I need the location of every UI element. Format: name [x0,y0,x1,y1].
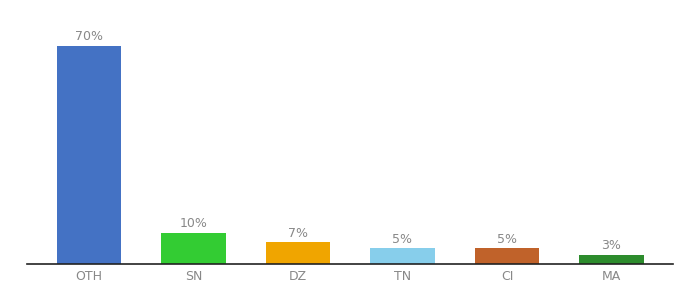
Text: 10%: 10% [180,218,207,230]
Bar [579,255,644,264]
Bar [161,233,226,264]
Text: 7%: 7% [288,227,308,240]
Bar [266,242,330,264]
Bar [56,46,121,264]
Bar [475,248,539,264]
Text: 70%: 70% [75,30,103,44]
Text: 5%: 5% [392,233,413,246]
Text: 5%: 5% [497,233,517,246]
Text: 3%: 3% [602,239,622,252]
Bar [370,248,435,264]
